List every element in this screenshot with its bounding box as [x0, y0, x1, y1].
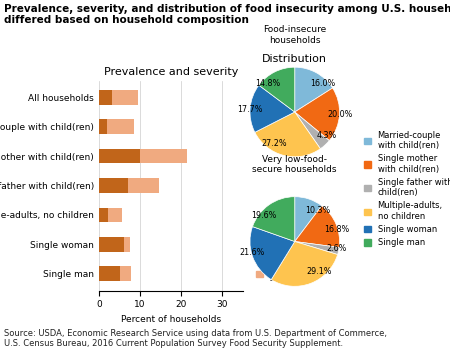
Wedge shape	[295, 206, 340, 247]
Wedge shape	[295, 241, 339, 254]
Wedge shape	[250, 85, 295, 132]
Text: 27.2%: 27.2%	[261, 139, 287, 148]
Title: Food-insecure
households: Food-insecure households	[263, 26, 326, 45]
Text: 17.7%: 17.7%	[237, 105, 263, 114]
Wedge shape	[271, 241, 338, 286]
Bar	[140, 149, 188, 163]
Bar	[107, 119, 134, 134]
Bar	[124, 237, 130, 252]
Title: Prevalence and severity: Prevalence and severity	[104, 67, 238, 77]
Text: 20.0%: 20.0%	[327, 110, 352, 119]
Title: Very low-food-
secure households: Very low-food- secure households	[252, 155, 337, 174]
Wedge shape	[252, 197, 295, 241]
Wedge shape	[259, 67, 295, 112]
Text: Distribution: Distribution	[262, 54, 327, 64]
Wedge shape	[295, 197, 322, 241]
Text: Source: USDA, Economic Research Service using data from U.S. Department of Comme: Source: USDA, Economic Research Service …	[4, 329, 387, 348]
Wedge shape	[295, 67, 333, 112]
Wedge shape	[255, 112, 320, 157]
Legend: Very low
food security, Low food
security: Very low food security, Low food securit…	[252, 236, 328, 286]
Text: 19.6%: 19.6%	[251, 211, 276, 220]
Bar	[99, 237, 124, 252]
Bar	[99, 149, 140, 163]
Bar	[99, 90, 112, 105]
Bar	[128, 178, 159, 193]
Text: 2.6%: 2.6%	[326, 244, 346, 253]
Text: 21.6%: 21.6%	[239, 248, 264, 257]
Text: Prevalence, severity, and distribution of food insecurity among U.S. households : Prevalence, severity, and distribution o…	[4, 4, 450, 25]
Text: 16.8%: 16.8%	[324, 225, 350, 233]
Text: 14.8%: 14.8%	[255, 79, 280, 88]
Bar	[121, 266, 131, 281]
Text: 10.3%: 10.3%	[305, 206, 330, 215]
Text: 29.1%: 29.1%	[306, 267, 332, 276]
Wedge shape	[295, 88, 340, 141]
X-axis label: Percent of households: Percent of households	[121, 315, 221, 324]
Text: 4.3%: 4.3%	[317, 131, 337, 140]
Legend: Married-couple
with child(ren), Single mother
with child(ren), Single father wit: Married-couple with child(ren), Single m…	[364, 131, 450, 247]
Bar	[99, 208, 108, 222]
Bar	[108, 208, 122, 222]
Bar	[112, 90, 138, 105]
Text: 16.0%: 16.0%	[310, 79, 336, 88]
Wedge shape	[295, 112, 329, 149]
Wedge shape	[250, 226, 295, 280]
Bar	[99, 119, 107, 134]
Bar	[99, 178, 128, 193]
Bar	[99, 266, 121, 281]
